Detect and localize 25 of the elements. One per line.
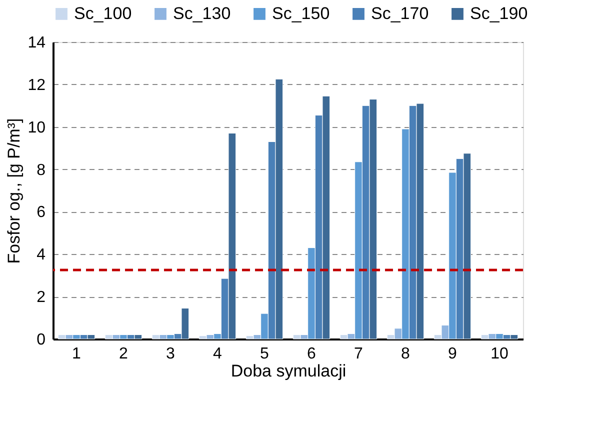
x-tick-label: 2	[119, 346, 128, 362]
y-axis-title: Fosfor og., [g P/m³]	[4, 118, 24, 264]
y-tick-label: 14	[28, 34, 46, 52]
legend-label: Sc_170	[371, 4, 429, 23]
y-tick-label: 0	[36, 332, 46, 348]
x-tick-label: 3	[166, 346, 176, 362]
legend-label: Sc_150	[272, 4, 330, 23]
x-tick-label: 8	[401, 346, 410, 362]
y-tick-label: 2	[36, 289, 46, 306]
legend-label: Sc_100	[74, 4, 132, 23]
x-tick-label: 10	[490, 346, 508, 362]
y-tick-label: 10	[28, 119, 46, 136]
y-tick-label: 8	[36, 162, 46, 179]
legend-label: Sc_130	[173, 4, 231, 23]
x-tick-label: 5	[260, 346, 270, 362]
y-tick-label: 4	[36, 246, 46, 264]
legend-label: Sc_190	[470, 4, 528, 23]
x-tick-label: 9	[448, 346, 458, 362]
x-axis-title: Doba symulacji	[230, 362, 346, 380]
x-tick-label: 4	[213, 346, 222, 362]
y-tick-label: 12	[28, 76, 46, 94]
y-tick-label: 6	[36, 204, 46, 222]
x-tick-label: 1	[72, 346, 82, 362]
x-tick-label: 7	[354, 346, 364, 362]
x-tick-label: 6	[307, 346, 316, 362]
